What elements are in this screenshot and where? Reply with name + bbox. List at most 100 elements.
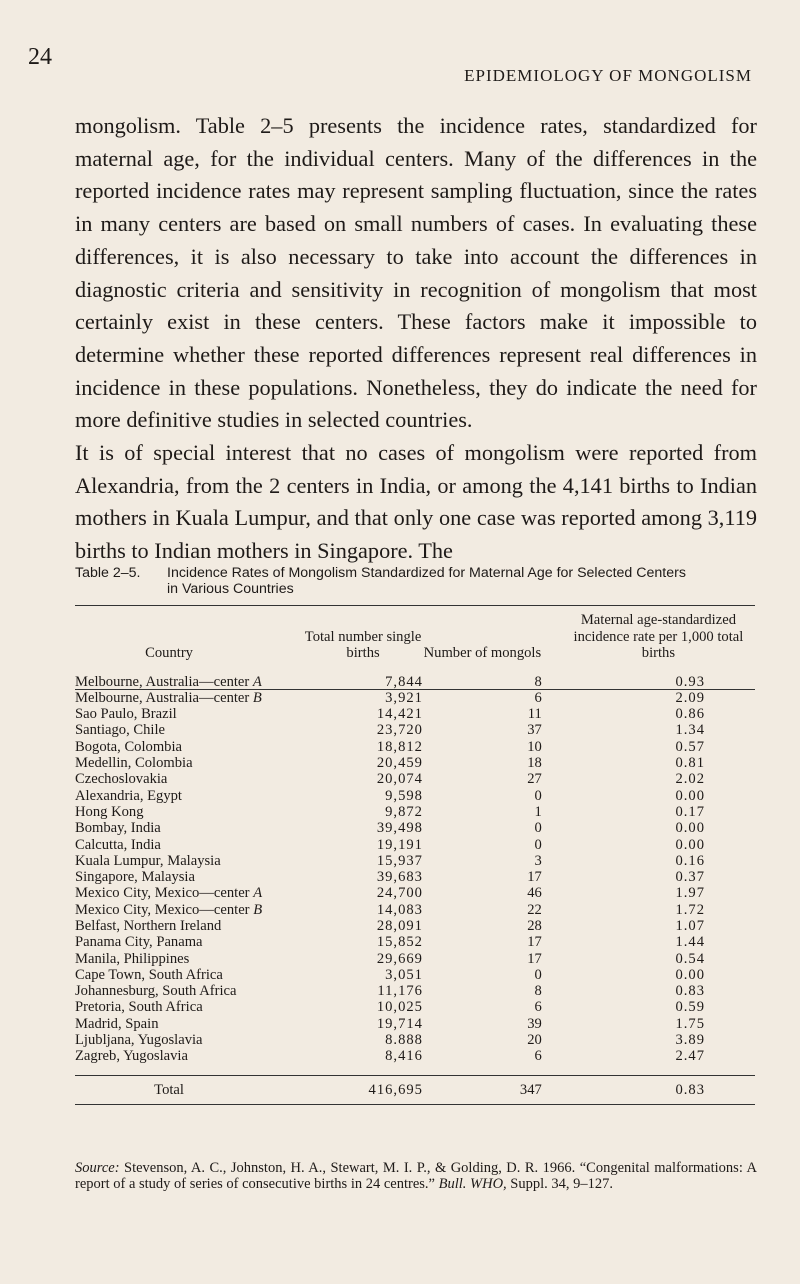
- total-rate: 0.83: [675, 1081, 705, 1098]
- rate-cell: 1.72: [675, 901, 705, 918]
- births-cell: 11,176: [377, 983, 423, 1000]
- rate-cell: 1.75: [675, 1015, 705, 1032]
- births-cell: 39,498: [376, 820, 423, 837]
- country-cell: Alexandria, Egypt: [75, 787, 182, 804]
- total-label: Total: [154, 1081, 184, 1098]
- table-row: Zagreb, Yugoslavia 8,416 6 2.47: [75, 1048, 755, 1064]
- source-text: Stevenson, A. C., Johnston, H. A., Stewa…: [75, 1160, 757, 1193]
- country-cell: Mexico City, Mexico—center A: [75, 885, 263, 902]
- rate-cell: 2.47: [675, 1048, 705, 1065]
- mongols-cell: 3: [534, 852, 542, 869]
- incidence-table: Country Total number single births Numbe…: [75, 612, 755, 1105]
- total-row: Total 416,695 347 0.83: [75, 1082, 755, 1098]
- mongols-cell: 39: [527, 1015, 542, 1032]
- country-cell: Cape Town, South Africa: [75, 966, 223, 983]
- table-row: Calcutta, India 19,191 0 0.00: [75, 836, 755, 853]
- header-rule: [75, 689, 755, 690]
- rate-cell: 2.02: [675, 771, 705, 788]
- table-row: Medellin, Colombia 20,459 18 0.81: [75, 755, 755, 771]
- table-row: Alexandria, Egypt 9,598 0 0.00: [75, 788, 755, 804]
- mongols-cell: 37: [527, 722, 542, 739]
- rate-cell: 1.97: [675, 885, 705, 902]
- mongols-cell: 0: [534, 966, 542, 983]
- births-cell: 9,598: [385, 787, 423, 804]
- rate-cell: 0.54: [675, 950, 705, 967]
- country-cell: Santiago, Chile: [75, 722, 165, 739]
- rate-cell: 0.93: [675, 673, 705, 690]
- rate-cell: 1.34: [675, 722, 705, 739]
- mongols-cell: 6: [534, 1048, 542, 1065]
- rate-cell: 1.44: [675, 934, 705, 951]
- births-cell: 15,937: [376, 852, 423, 869]
- mongols-cell: 1: [534, 803, 542, 820]
- country-cell: Belfast, Northern Ireland: [75, 918, 222, 934]
- total-births: 416,695: [368, 1081, 423, 1098]
- mongols-cell: 8: [534, 983, 542, 1000]
- births-cell: 3,051: [385, 966, 423, 983]
- mongols-cell: 6: [534, 999, 542, 1016]
- country-cell: Medellin, Colombia: [75, 755, 193, 772]
- table-row: Madrid, Spain 19,714 39 1.75: [75, 1016, 755, 1032]
- table-row: Belfast, Northern Ireland 28,091 28 1.07: [75, 918, 755, 934]
- table-row: Cape Town, South Africa 3,051 0 0.00: [75, 967, 755, 983]
- mongols-cell: 17: [527, 950, 542, 967]
- paragraph: mongolism. Table 2–5 presents the incide…: [75, 113, 757, 433]
- table-row: Panama City, Panama 15,852 17 1.44: [75, 934, 755, 950]
- country-cell: Hong Kong: [75, 803, 144, 820]
- table-row: Mexico City, Mexico—center A 24,700 46 1.97: [75, 885, 755, 901]
- rate-cell: 0.83: [675, 983, 705, 1000]
- births-cell: 29,669: [376, 950, 423, 967]
- rate-cell: 0.00: [675, 966, 705, 983]
- rate-cell: 1.07: [675, 918, 705, 934]
- table-row: Czechoslovakia 20,074 27 2.02: [75, 771, 755, 787]
- mongols-cell: 8: [534, 673, 542, 690]
- mongols-cell: 0: [534, 836, 542, 853]
- births-cell: 20,459: [376, 755, 423, 772]
- country-cell: Singapore, Malaysia: [75, 869, 195, 886]
- total-mongols: 347: [519, 1081, 542, 1098]
- mongols-cell: 27: [527, 771, 542, 788]
- country-cell: Madrid, Spain: [75, 1015, 159, 1032]
- rate-cell: 0.37: [675, 869, 705, 886]
- source-tail: Suppl. 34, 9–127.: [510, 1176, 614, 1193]
- births-cell: 8.888: [385, 1032, 423, 1049]
- country-cell: Ljubljana, Yugoslavia: [75, 1032, 203, 1049]
- births-cell: 14,421: [376, 706, 423, 723]
- births-cell: 8,416: [385, 1048, 423, 1065]
- mongols-cell: 18: [527, 755, 542, 772]
- table-header-row: Country Total number single births Numbe…: [75, 612, 755, 666]
- mongols-cell: 46: [527, 885, 542, 902]
- country-cell: Bombay, India: [75, 820, 161, 837]
- country-cell: Zagreb, Yugoslavia: [75, 1048, 188, 1065]
- table-row: Sao Paulo, Brazil 14,421 11 0.86: [75, 706, 755, 722]
- births-cell: 18,812: [376, 738, 423, 755]
- source-journal: Bull. WHO,: [438, 1176, 507, 1193]
- mongols-cell: 0: [534, 787, 542, 804]
- births-cell: 19,714: [376, 1015, 423, 1032]
- births-cell: 39,683: [376, 869, 423, 886]
- rate-cell: 0.81: [675, 755, 705, 772]
- table-row: Ljubljana, Yugoslavia 8.888 20 3.89: [75, 1032, 755, 1048]
- births-cell: 9,872: [385, 803, 423, 820]
- table-row: Bogota, Colombia 18,812 10 0.57: [75, 739, 755, 755]
- table-top-rule: [75, 605, 755, 606]
- page-number: 24: [28, 44, 52, 70]
- source-label: Source:: [75, 1160, 120, 1176]
- births-cell: 15,852: [376, 934, 423, 951]
- table-row: Santiago, Chile 23,720 37 1.34: [75, 722, 755, 738]
- country-cell: Bogota, Colombia: [75, 738, 183, 755]
- births-cell: 23,720: [376, 722, 423, 739]
- mongols-cell: 17: [527, 869, 542, 886]
- source-note: Source: Stevenson, A. C., Johnston, H. A…: [75, 1160, 757, 1193]
- country-cell: Manila, Philippines: [75, 950, 190, 967]
- mongols-cell: 6: [534, 689, 542, 706]
- table-label: Table 2–5.: [75, 565, 141, 581]
- births-cell: 20,074: [376, 771, 423, 788]
- country-cell: Melbourne, Australia—center B: [75, 689, 262, 706]
- country-cell: Czechoslovakia: [75, 771, 168, 788]
- country-cell: Calcutta, India: [75, 836, 161, 853]
- col-header: Country: [145, 645, 193, 661]
- mongols-cell: 22: [527, 901, 542, 918]
- rate-cell: 3.89: [675, 1032, 705, 1049]
- rate-cell: 0.00: [675, 787, 705, 804]
